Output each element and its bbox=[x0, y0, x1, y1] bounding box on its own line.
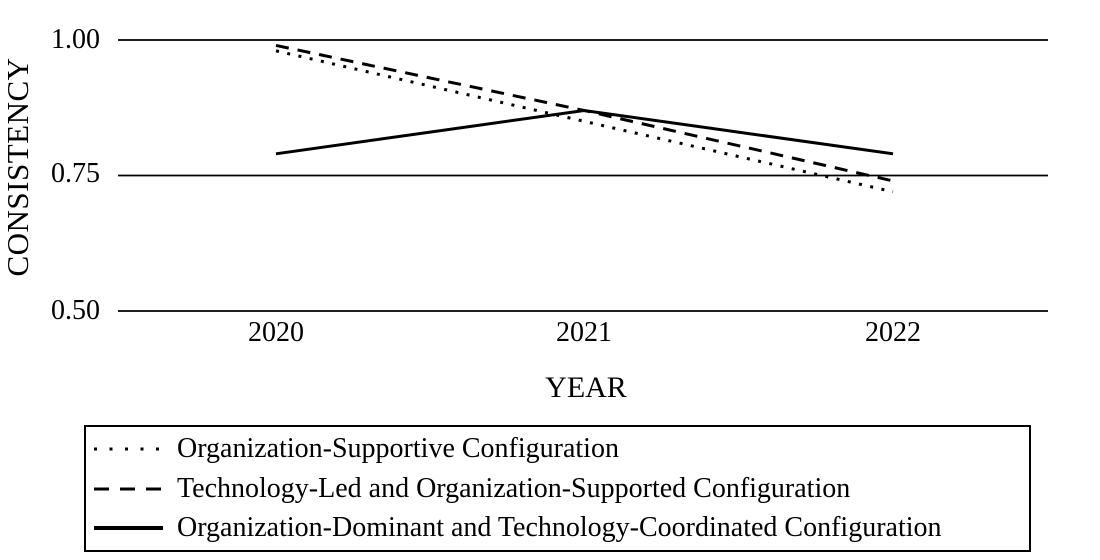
series-line-solid bbox=[275, 108, 894, 156]
legend-label: Organization-Dominant and Technology-Coo… bbox=[177, 512, 942, 544]
dashed-line-swatch-icon bbox=[94, 487, 163, 490]
legend-item-dashed: Technology-Led and Organization-Supporte… bbox=[90, 469, 1025, 509]
y-tick-label-0.75: 0.75 bbox=[51, 158, 100, 189]
series-line-dashed bbox=[275, 43, 894, 183]
legend-item-solid: Organization-Dominant and Technology-Coo… bbox=[90, 508, 1025, 548]
dotted-line-swatch-icon bbox=[94, 447, 163, 451]
y-tick-label-1.00: 1.00 bbox=[51, 24, 100, 55]
x-tick-label-2021: 2021 bbox=[556, 317, 612, 348]
solid-line-swatch-icon bbox=[94, 526, 163, 531]
legend-label: Organization-Supportive Configuration bbox=[177, 432, 619, 464]
legend-item-dotted: Organization-Supportive Configuration bbox=[90, 429, 1025, 469]
plot-area bbox=[118, 39, 1048, 312]
y-tick-label-0.50: 0.50 bbox=[51, 295, 100, 326]
series-line-dotted bbox=[275, 49, 894, 194]
legend-box: Organization-Supportive Configuration Te… bbox=[84, 425, 1031, 552]
legend-label: Technology-Led and Organization-Supporte… bbox=[177, 472, 851, 504]
x-tick-label-2022: 2022 bbox=[865, 317, 921, 348]
x-axis-title: YEAR bbox=[545, 371, 627, 404]
x-tick-label-2020: 2020 bbox=[248, 317, 304, 348]
